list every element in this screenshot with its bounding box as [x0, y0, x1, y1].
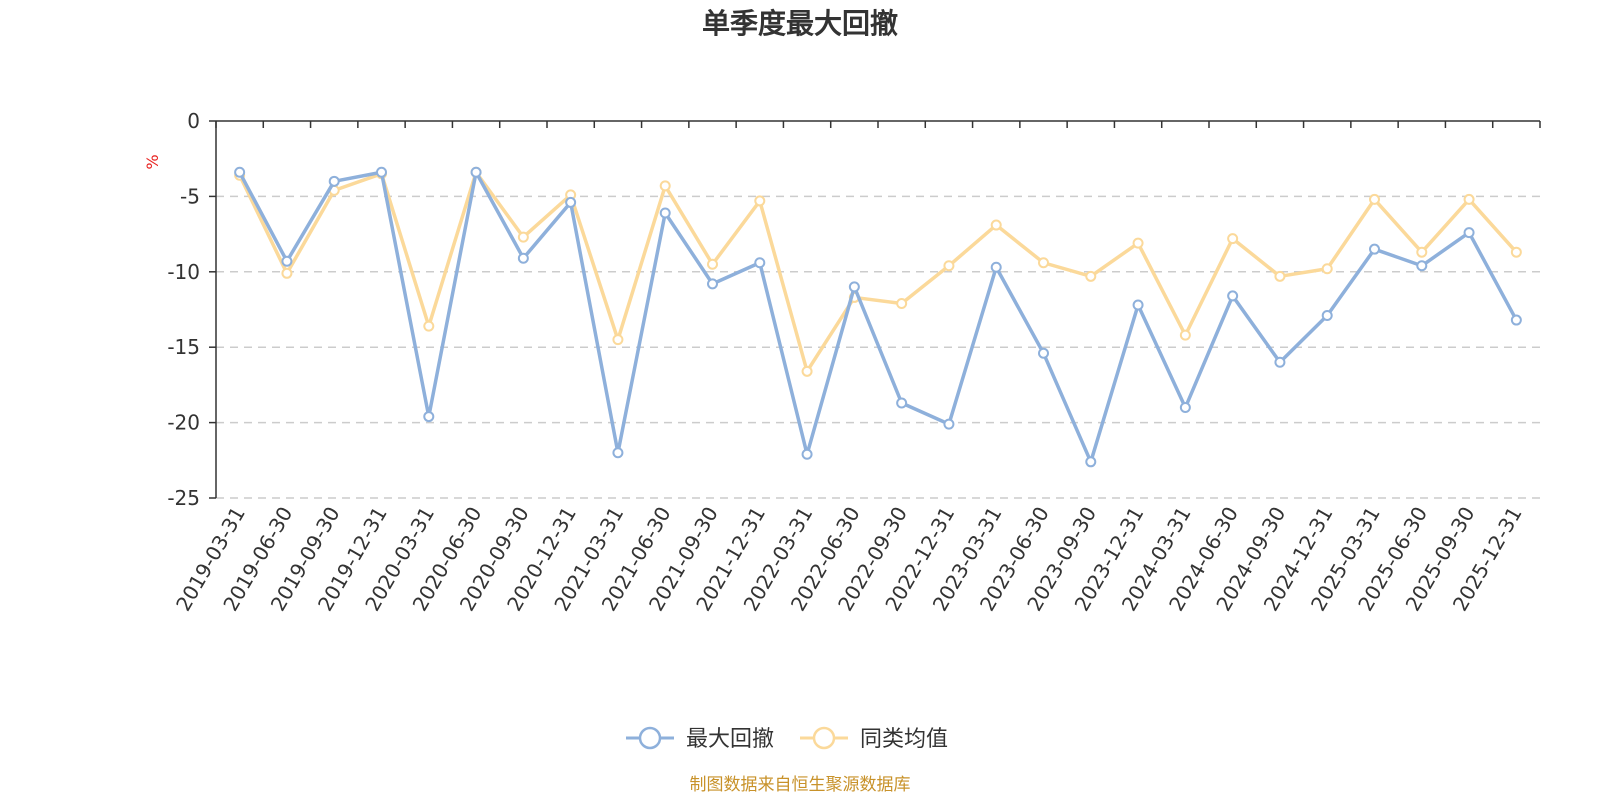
- data-point: [423, 320, 435, 332]
- data-point: [1416, 260, 1428, 272]
- data-point: [1369, 243, 1380, 255]
- data-point: [1227, 290, 1239, 302]
- data-point: [1510, 246, 1522, 258]
- data-point: [470, 166, 482, 178]
- data-point: [234, 166, 246, 178]
- data-point: [801, 448, 813, 460]
- data-point: [565, 196, 577, 208]
- data-point: [707, 258, 718, 270]
- data-point: [1274, 356, 1286, 368]
- data-point: [517, 252, 529, 264]
- data-point: [659, 180, 671, 192]
- data-point: [1227, 233, 1239, 245]
- data-point: [848, 281, 860, 293]
- series-line-1: [238, 170, 1518, 374]
- y-tick-label: -10: [167, 260, 200, 284]
- data-point: [281, 255, 293, 267]
- data-point: [1132, 299, 1144, 311]
- data-point: [1510, 314, 1522, 326]
- series-line-0: [238, 170, 1518, 464]
- data-point: [990, 261, 1002, 273]
- data-point: [1038, 257, 1049, 269]
- legend-label: 最大回撤: [686, 727, 774, 752]
- axes: 0-5-10-15-20-252019-03-312019-06-302019-…: [167, 109, 1541, 615]
- data-point: [1085, 270, 1097, 282]
- data-point: [1321, 263, 1333, 275]
- legend-marker: [638, 726, 662, 750]
- chart-title: 单季度最大回撤: [702, 7, 898, 40]
- series: [234, 166, 1522, 468]
- legend-label: 同类均值: [860, 727, 948, 752]
- data-point: [896, 397, 908, 409]
- data-point: [1038, 347, 1049, 359]
- legend-item-0[interactable]: 最大回撤: [626, 726, 774, 752]
- data-point: [612, 334, 624, 346]
- data-point: [1463, 193, 1475, 205]
- data-point: [1179, 402, 1191, 414]
- data-point: [1274, 270, 1286, 282]
- data-point: [990, 219, 1002, 231]
- data-point: [1132, 237, 1144, 249]
- data-point: [754, 195, 766, 207]
- data-point: [707, 278, 718, 290]
- data-point: [281, 267, 293, 279]
- data-point: [1085, 456, 1097, 468]
- data-point: [1321, 310, 1333, 322]
- y-tick-label: -20: [167, 411, 200, 435]
- data-point: [376, 166, 387, 178]
- data-point: [612, 447, 624, 459]
- y-axis-unit: %: [143, 154, 162, 169]
- data-point: [423, 411, 435, 423]
- data-point: [943, 418, 955, 430]
- legend-marker: [812, 726, 836, 750]
- legend-item-1[interactable]: 同类均值: [800, 726, 948, 752]
- legend: 最大回撤 同类均值: [626, 726, 948, 752]
- data-point: [328, 175, 340, 187]
- data-point: [896, 297, 908, 309]
- data-point: [1179, 329, 1191, 341]
- data-point: [659, 207, 671, 219]
- data-point: [1369, 193, 1380, 205]
- y-tick-label: 0: [187, 109, 200, 133]
- y-tick-label: -5: [180, 184, 200, 208]
- y-tick-label: -25: [167, 486, 200, 510]
- data-point: [517, 231, 529, 243]
- data-point: [754, 257, 766, 269]
- data-point: [1463, 227, 1475, 239]
- data-point: [801, 365, 813, 377]
- data-point: [943, 260, 955, 272]
- data-point: [1416, 246, 1428, 258]
- y-tick-label: -15: [167, 335, 200, 359]
- source-note: 制图数据来自恒生聚源数据库: [690, 775, 911, 795]
